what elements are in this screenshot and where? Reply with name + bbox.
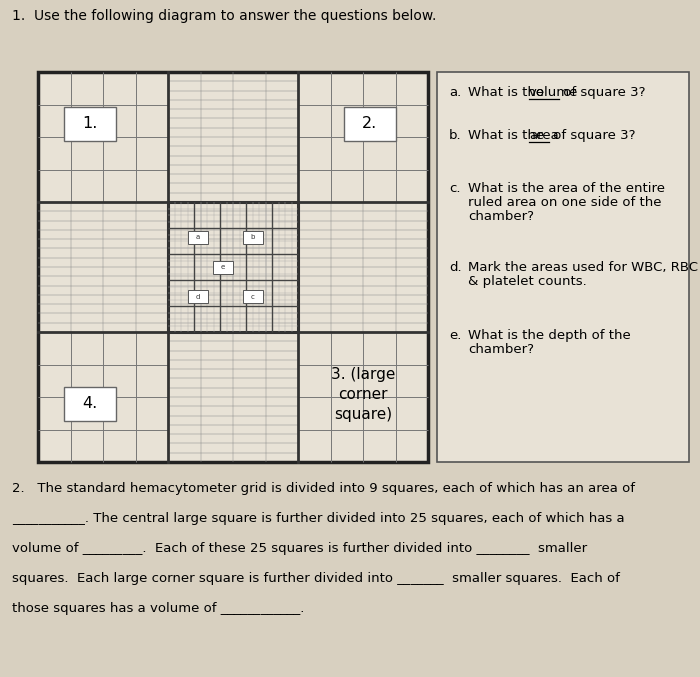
Text: e: e bbox=[220, 264, 225, 270]
Bar bbox=[437, 72, 689, 462]
Text: What is the: What is the bbox=[468, 129, 548, 142]
Text: What is the depth of the: What is the depth of the bbox=[468, 329, 631, 342]
Bar bbox=[242, 231, 262, 244]
Text: of square 3?: of square 3? bbox=[550, 129, 636, 142]
Text: Mark the areas used for WBC, RBC: Mark the areas used for WBC, RBC bbox=[468, 261, 698, 274]
Text: What is the area of the entire: What is the area of the entire bbox=[468, 182, 665, 195]
Bar bbox=[64, 107, 116, 141]
Text: 1.: 1. bbox=[83, 116, 98, 131]
Bar bbox=[38, 72, 428, 462]
Bar bbox=[64, 387, 116, 420]
Text: of square 3?: of square 3? bbox=[559, 86, 646, 99]
Bar bbox=[188, 231, 208, 244]
Text: corner: corner bbox=[338, 387, 388, 402]
Text: b.: b. bbox=[449, 129, 461, 142]
Text: square): square) bbox=[334, 407, 392, 422]
Text: squares.  Each large corner square is further divided into _______  smaller squa: squares. Each large corner square is fur… bbox=[12, 572, 620, 585]
Text: 1.  Use the following diagram to answer the questions below.: 1. Use the following diagram to answer t… bbox=[12, 9, 436, 23]
Text: c: c bbox=[251, 294, 254, 300]
Bar bbox=[344, 107, 395, 141]
Bar bbox=[213, 261, 232, 274]
Text: d.: d. bbox=[449, 261, 461, 274]
Bar bbox=[188, 290, 208, 303]
Text: 4.: 4. bbox=[83, 396, 97, 411]
Text: ruled area on one side of the: ruled area on one side of the bbox=[468, 196, 662, 209]
Text: volume of _________.  Each of these 25 squares is further divided into ________ : volume of _________. Each of these 25 sq… bbox=[12, 542, 587, 555]
Text: those squares has a volume of ____________.: those squares has a volume of __________… bbox=[12, 602, 304, 615]
Bar bbox=[168, 202, 298, 332]
Text: 3. (large: 3. (large bbox=[331, 367, 395, 382]
Text: chamber?: chamber? bbox=[468, 210, 534, 223]
Text: a.: a. bbox=[449, 86, 461, 99]
Text: chamber?: chamber? bbox=[468, 343, 534, 356]
Text: 2.: 2. bbox=[362, 116, 377, 131]
Text: 2.   The standard hemacytometer grid is divided into 9 squares, each of which ha: 2. The standard hemacytometer grid is di… bbox=[12, 482, 635, 495]
Text: What is the: What is the bbox=[468, 86, 548, 99]
Text: e.: e. bbox=[449, 329, 461, 342]
Text: area: area bbox=[529, 129, 559, 142]
Text: ___________. The central large square is further divided into 25 squares, each o: ___________. The central large square is… bbox=[12, 512, 624, 525]
Text: volume: volume bbox=[529, 86, 578, 99]
Text: c.: c. bbox=[449, 182, 461, 195]
Text: & platelet counts.: & platelet counts. bbox=[468, 275, 587, 288]
Text: b: b bbox=[251, 234, 255, 240]
Text: d: d bbox=[196, 294, 200, 300]
Text: a: a bbox=[196, 234, 200, 240]
Bar bbox=[242, 290, 262, 303]
